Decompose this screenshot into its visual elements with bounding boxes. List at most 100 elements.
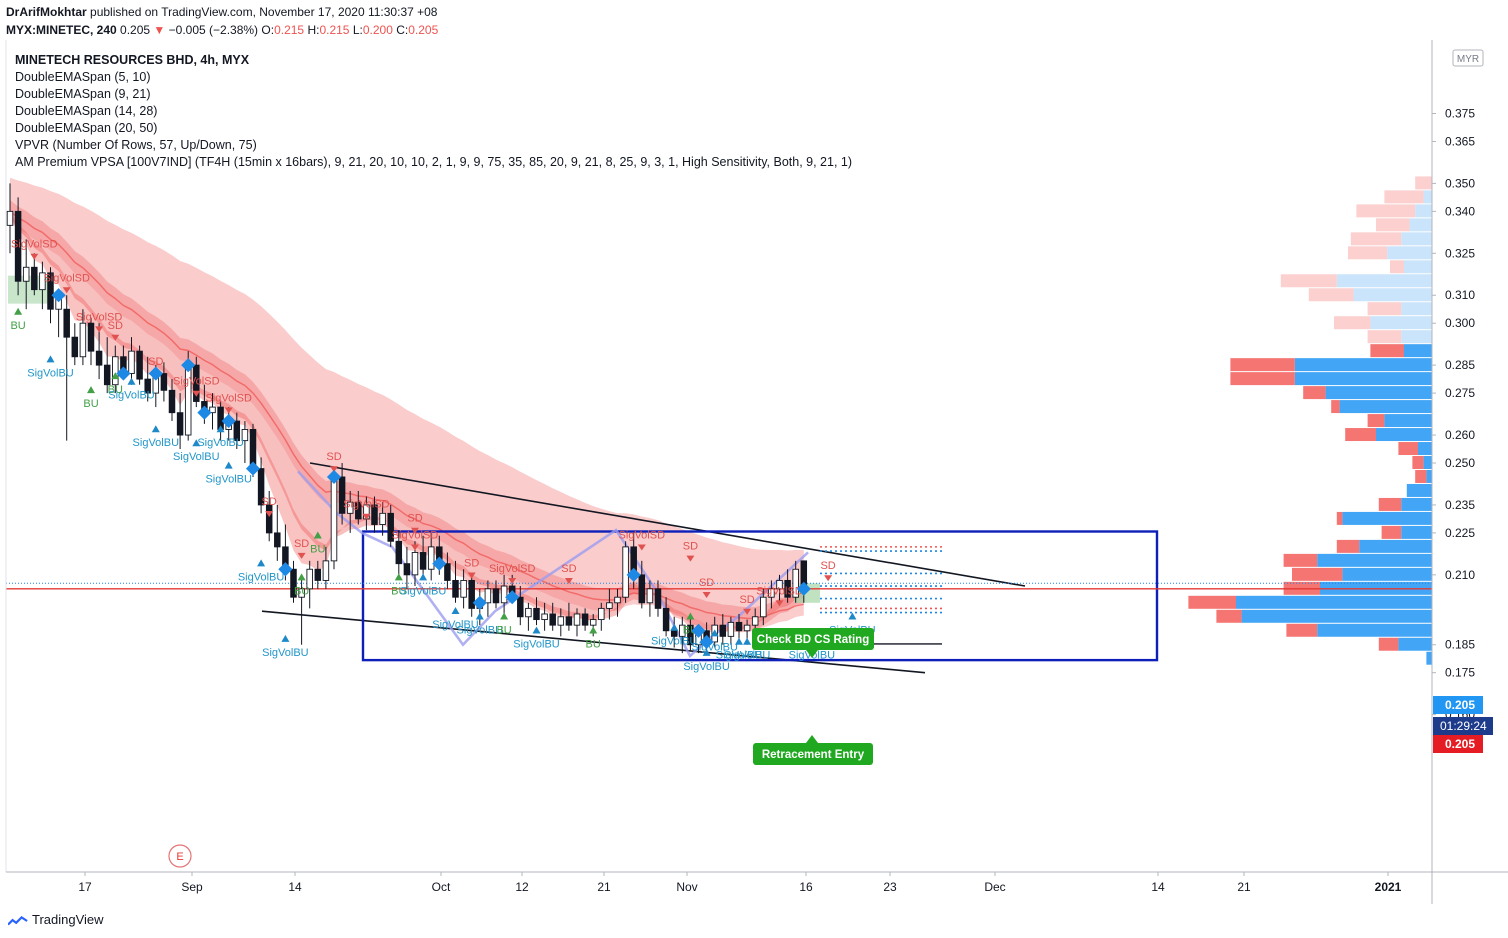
- legend-indicator[interactable]: DoubleEMASpan (20, 50): [15, 121, 158, 135]
- signal-text: SD: [148, 356, 163, 368]
- vpvr-up-bar: [1384, 414, 1432, 428]
- legend-indicator[interactable]: DoubleEMASpan (5, 10): [15, 70, 151, 84]
- time-axis[interactable]: 17 Sep 14 Oct 12 21 Nov 16 23 Dec 14 21 2021: [6, 871, 1508, 894]
- signal-text: SD: [108, 320, 123, 332]
- vpvr-down-bar: [1283, 553, 1318, 567]
- sell-triangle-icon: [95, 326, 104, 333]
- candle-body: [6, 210, 14, 226]
- signal-label: SigVolBU: [205, 461, 252, 486]
- vpvr-up-bar: [1426, 651, 1432, 665]
- signal-label: SD: [699, 577, 714, 599]
- candle-body: [112, 356, 119, 386]
- candle-body: [654, 588, 662, 609]
- legend-indicator[interactable]: DoubleEMASpan (9, 21): [15, 87, 151, 101]
- buy-triangle-icon: [589, 626, 598, 634]
- candle-body: [606, 602, 613, 609]
- low-label: L:: [352, 23, 363, 37]
- price-tick-label: 0.375: [1445, 107, 1475, 121]
- diamond-marker-icon: [505, 590, 520, 605]
- signal-label: BU: [310, 531, 325, 555]
- sell-triangle-icon: [192, 390, 201, 397]
- candle: [47, 267, 54, 324]
- candle-body: [411, 552, 419, 576]
- candle-body: [379, 512, 386, 525]
- vpvr-down-bar: [1370, 344, 1404, 358]
- signal-text: SigVolSD: [343, 499, 390, 511]
- signal-label: SigVolSD: [619, 529, 665, 551]
- vpvr-up-bar: [1317, 553, 1432, 567]
- event-text: E: [176, 851, 183, 863]
- candle: [6, 183, 14, 254]
- high-value: 0.215: [319, 23, 350, 37]
- signal-text: SigVolBU: [724, 650, 771, 662]
- publish-header: DrArifMokhtar published on TradingView.c…: [0, 0, 1508, 40]
- sell-triangle-icon: [564, 578, 573, 585]
- candle-body: [176, 412, 184, 436]
- ema-outer-band: [10, 177, 804, 630]
- earnings-event-icon[interactable]: [168, 844, 192, 868]
- price-chart[interactable]: SigVolSDSigVolSDSigVolBUBUSigVolSDSDBUBU…: [0, 40, 1508, 904]
- candle: [168, 379, 176, 422]
- buy-triangle-icon: [257, 559, 266, 567]
- vpvr-down-bar: [1303, 386, 1326, 400]
- buy-triangle-icon: [500, 612, 509, 620]
- signal-text: SigVolBU: [27, 367, 74, 379]
- legend-title[interactable]: MINETECH RESOURCES BHD, 4h, MYX: [15, 53, 250, 67]
- candle: [22, 239, 30, 310]
- candle-body: [622, 546, 629, 598]
- diamond-marker-icon: [278, 562, 293, 577]
- candle: [638, 560, 646, 609]
- signal-label: SD: [262, 496, 277, 517]
- retracement-entry-callout[interactable]: [753, 743, 873, 765]
- signal-label: SigVolSD: [76, 311, 122, 333]
- candle-body: [14, 210, 22, 282]
- buy-triangle-icon: [702, 648, 711, 656]
- currency-badge[interactable]: [1452, 49, 1484, 67]
- diamond-marker-icon: [245, 461, 261, 476]
- candle: [735, 613, 743, 642]
- candle-body: [419, 552, 427, 570]
- buy-triangle-icon: [313, 531, 322, 539]
- time-tick-label: 17: [78, 880, 92, 894]
- buy-triangle-icon: [394, 573, 403, 581]
- candle: [581, 608, 589, 631]
- buy-triangle-icon: [297, 573, 306, 581]
- candle: [541, 602, 548, 631]
- legend-indicator[interactable]: VPVR (Number Of Rows, 57, Up/Down, 75): [15, 138, 257, 152]
- signal-label: SigVolBU: [400, 573, 446, 597]
- candle: [622, 541, 629, 603]
- buy-triangle-icon: [281, 634, 290, 642]
- callout-text: Check BD CS Rating: [757, 634, 869, 646]
- buy-triangle-icon: [111, 372, 120, 380]
- candle: [670, 616, 678, 648]
- time-tick-label: Sep: [181, 880, 203, 894]
- tradingview-logo[interactable]: TradingView: [8, 912, 104, 927]
- candle: [87, 317, 95, 366]
- candle-body: [387, 512, 394, 542]
- signal-text: BU: [391, 585, 406, 597]
- signal-text: SD: [561, 563, 576, 575]
- vpvr-up-bar: [1404, 344, 1432, 358]
- vpvr-up-bar: [1404, 260, 1432, 274]
- publisher-name[interactable]: DrArifMokhtar: [6, 5, 87, 19]
- buy-triangle-icon: [419, 573, 428, 581]
- candle-body: [768, 588, 775, 598]
- upper-trendline: [309, 462, 1026, 587]
- check-rating-callout[interactable]: [752, 628, 874, 650]
- signal-text: SD: [464, 557, 479, 569]
- candle: [646, 580, 654, 617]
- vpvr-up-bar: [1241, 609, 1432, 623]
- diamond-marker-icon: [181, 358, 196, 373]
- candle: [565, 602, 573, 631]
- signal-label: SigVolBU: [724, 637, 771, 662]
- legend-indicator[interactable]: AM Premium VPSA [100V7IND] (TF4H (15min …: [15, 155, 853, 169]
- signal-text: SigVolSD: [11, 239, 58, 251]
- vpvr-down-bar: [1292, 567, 1343, 581]
- candle-body: [322, 560, 330, 581]
- vpvr-down-bar: [1336, 511, 1343, 525]
- price-axis[interactable]: 0.375 0.365 0.350 0.340 0.325 0.310 0.300 0.285…: [5, 40, 1493, 904]
- legend-indicator[interactable]: DoubleEMASpan (14, 28): [15, 104, 158, 118]
- candle: [549, 602, 556, 631]
- candle-body: [573, 613, 581, 626]
- vpvr-up-bar: [1370, 316, 1432, 330]
